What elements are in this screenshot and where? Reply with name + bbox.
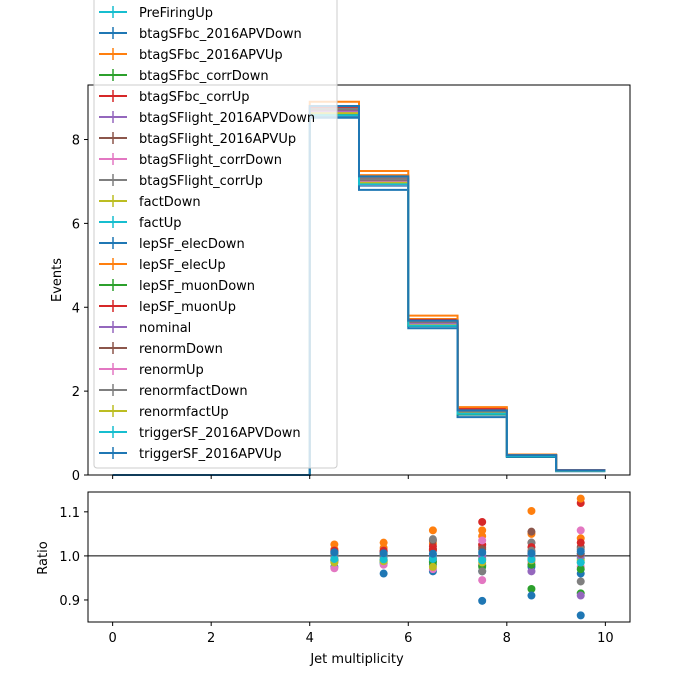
legend-label-13: lepSF_muonDown [139, 279, 255, 294]
legend-items: PreFiringUp btagSFbc_2016APVDown btagSFbc_… [99, 6, 315, 462]
ratio-point-21-4 [527, 549, 536, 558]
ratio-point-11-1 [379, 569, 388, 578]
legend-label-0: PreFiringUp [139, 6, 213, 21]
ratio-point-12-5 [576, 494, 585, 503]
legend-label-21: triggerSF_2016APVUp [139, 447, 282, 462]
legend-label-15: nominal [139, 321, 191, 336]
ratio-point-14-5 [576, 538, 585, 547]
histogram-y-ticks: 0 2 4 6 8 [72, 134, 88, 484]
ratio-point-21-0 [330, 548, 339, 557]
legend-label-11: lepSF_elecDown [139, 237, 245, 252]
ratio-point-11-3 [478, 596, 487, 605]
ratio-point-12-3 [478, 526, 487, 535]
ratio-point-12-1 [379, 538, 388, 547]
ratio-y-tick-label-1: 1.0 [59, 550, 80, 565]
legend-label-14: lepSF_muonUp [139, 300, 236, 315]
ratio-point-20-5 [576, 558, 585, 567]
ratio-point-21-1 [379, 549, 388, 558]
legend-label-1: btagSFbc_2016APVDown [139, 27, 302, 42]
ratio-point-18-5 [576, 577, 585, 586]
ratio-x-ticks: 0 2 4 6 8 10 [108, 622, 614, 646]
legend-label-12: lepSF_elecUp [139, 258, 226, 273]
ratio-point-12-2 [428, 526, 437, 535]
ratio-point-5-4 [527, 567, 536, 576]
ratio-point-11-4 [527, 591, 536, 600]
legend-label-8: btagSFlight_corrUp [139, 174, 263, 189]
ratio-x-tick-label-1: 2 [207, 631, 215, 646]
legend-label-16: renormDown [139, 342, 223, 357]
legend-label-18: renormfactDown [139, 384, 248, 399]
histogram-y-tick-label-4: 8 [72, 134, 80, 149]
ratio-point-17-5 [576, 526, 585, 535]
ratio-y-tick-label-2: 1.1 [59, 506, 80, 521]
ratio-x-tick-label-2: 4 [306, 631, 314, 646]
ratio-point-21-5 [576, 547, 585, 556]
ratio-point-20-0 [330, 554, 339, 563]
legend-label-5: btagSFlight_2016APVDown [139, 111, 315, 126]
legend: PreFiringUp btagSFbc_2016APVDown btagSFbc_… [93, 0, 338, 469]
ratio-point-3-4 [527, 584, 536, 593]
ratio-point-4-3 [478, 517, 487, 526]
ratio-point-18-3 [478, 567, 487, 576]
ratio-panel: 0.9 1.0 1.1 0 2 4 6 8 10 Ratio Jet multiplicity [36, 491, 631, 667]
ratio-x-tick-label-0: 0 [108, 631, 116, 646]
ratio-point-17-3 [478, 536, 487, 545]
ratio-point-18-2 [428, 535, 437, 544]
histogram-y-tick-label-1: 2 [72, 385, 80, 400]
ratio-points [330, 494, 585, 620]
ratio-y-tick-label-0: 0.9 [59, 594, 80, 609]
legend-label-7: btagSFlight_corrDown [139, 153, 282, 168]
ratio-point-20-3 [478, 556, 487, 565]
histogram-y-axis-label: Events [50, 258, 65, 302]
ratio-point-5-5 [576, 591, 585, 600]
ratio-point-12-4 [527, 506, 536, 515]
legend-label-20: triggerSF_2016APVDown [139, 426, 301, 441]
legend-frame [93, 0, 338, 469]
ratio-y-ticks: 0.9 1.0 1.1 [59, 506, 88, 609]
ratio-point-17-0 [330, 564, 339, 573]
legend-label-6: btagSFlight_2016APVUp [139, 132, 296, 147]
ratio-point-11-5 [576, 611, 585, 620]
histogram-x-ticks [112, 475, 606, 479]
ratio-point-20-1 [379, 555, 388, 564]
histogram-y-tick-label-0: 0 [72, 469, 80, 484]
histogram-y-tick-label-2: 4 [72, 301, 80, 316]
ratio-point-13-5 [576, 565, 585, 574]
ratio-point-21-2 [428, 549, 437, 558]
ratio-point-12-0 [330, 540, 339, 549]
ratio-y-axis-label: Ratio [36, 541, 51, 574]
ratio-point-6-4 [527, 527, 536, 536]
ratio-point-19-2 [428, 562, 437, 571]
ratio-point-20-4 [527, 555, 536, 564]
ratio-x-tick-label-3: 6 [404, 631, 412, 646]
legend-label-3: btagSFbc_corrDown [139, 69, 269, 84]
legend-label-10: factUp [139, 216, 182, 231]
legend-label-9: factDown [139, 195, 201, 210]
ratio-x-tick-label-4: 8 [503, 631, 511, 646]
legend-label-19: renormfactUp [139, 405, 229, 420]
ratio-x-axis-label: Jet multiplicity [309, 652, 404, 667]
ratio-point-7-3 [478, 576, 487, 585]
legend-label-2: btagSFbc_2016APVUp [139, 48, 283, 63]
legend-label-4: btagSFbc_corrUp [139, 90, 250, 105]
ratio-point-21-3 [478, 548, 487, 557]
ratio-x-tick-label-5: 10 [597, 631, 614, 646]
ratio-axes-frame [87, 491, 631, 623]
histogram-axes-frame [87, 84, 631, 476]
histogram-y-tick-label-3: 6 [72, 217, 80, 232]
legend-label-17: renormUp [139, 363, 204, 378]
